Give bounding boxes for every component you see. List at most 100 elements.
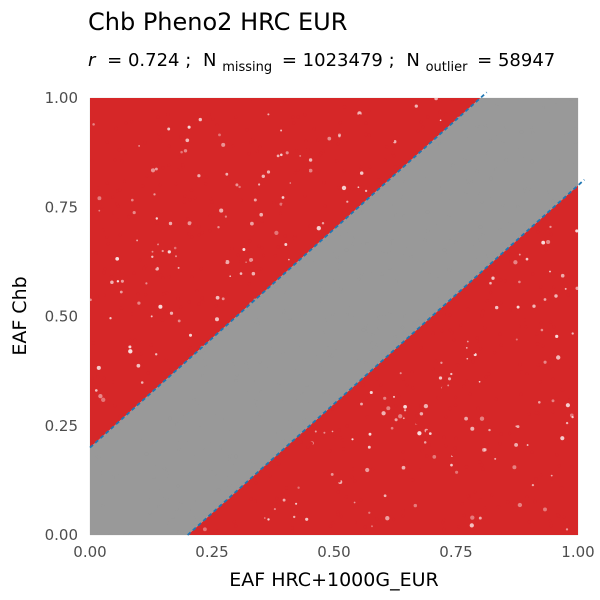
outlier-point — [391, 151, 395, 155]
non-outlier-point — [449, 236, 453, 240]
non-outlier-point — [358, 209, 362, 213]
outlier-point — [336, 186, 341, 190]
non-outlier-point — [478, 225, 483, 229]
non-outlier-point — [388, 338, 392, 342]
outlier-point — [519, 370, 524, 374]
non-outlier-point — [144, 452, 149, 456]
outlier-point — [431, 331, 435, 335]
outlier-point — [133, 338, 137, 342]
non-outlier-point — [575, 98, 578, 100]
outlier-gap — [128, 349, 133, 354]
outlier-point — [150, 190, 154, 194]
non-outlier-point — [127, 424, 131, 428]
non-outlier-point — [234, 454, 238, 459]
outlier-point — [118, 233, 122, 237]
outlier-point — [283, 99, 287, 103]
outlier-point — [444, 112, 448, 116]
outlier-gap — [157, 243, 159, 246]
non-outlier-point — [282, 310, 286, 314]
outlier-point — [376, 178, 380, 182]
x-axis-ticks: 0.00 0.25 0.50 0.75 1.00 — [73, 543, 594, 561]
non-outlier-point — [302, 389, 306, 394]
outlier-point — [468, 392, 472, 396]
outlier-point — [151, 303, 155, 307]
non-outlier-point — [149, 442, 153, 446]
outlier-point — [411, 386, 415, 390]
outlier-gap — [158, 304, 163, 309]
outlier-gap — [138, 145, 140, 147]
outlier-point — [336, 510, 340, 514]
outlier-point — [546, 362, 550, 366]
outlier-gap — [438, 376, 443, 380]
outlier-gap — [556, 355, 561, 360]
non-outlier-point — [388, 242, 392, 246]
non-outlier-point — [487, 194, 492, 198]
outlier-point — [415, 421, 419, 425]
outlier-gap — [109, 317, 112, 320]
outlier-point — [284, 189, 288, 193]
outlier-point — [555, 453, 559, 457]
outlier-point — [255, 149, 259, 153]
outlier-point — [444, 415, 448, 419]
non-outlier-point — [331, 279, 335, 283]
outlier-point — [345, 424, 349, 428]
outlier-gap — [381, 411, 386, 416]
outlier-point — [153, 265, 157, 269]
non-outlier-point — [165, 533, 169, 535]
non-outlier-point — [177, 447, 181, 451]
non-outlier-point — [286, 393, 290, 397]
non-outlier-point — [526, 199, 531, 203]
non-outlier-point — [255, 403, 259, 407]
non-outlier-point — [501, 139, 506, 143]
outlier-point — [119, 306, 124, 310]
outlier-gap — [575, 286, 578, 290]
non-outlier-point — [152, 462, 156, 466]
non-outlier-point — [167, 521, 171, 526]
non-outlier-point — [420, 259, 424, 263]
outlier-gap — [177, 319, 181, 323]
outlier-gap — [132, 211, 136, 215]
outlier-point — [426, 115, 430, 119]
outlier-gap — [440, 361, 443, 364]
outlier-point — [576, 527, 578, 531]
non-outlier-point — [98, 468, 102, 472]
outlier-point — [231, 316, 235, 320]
outlier-point — [305, 169, 310, 173]
non-outlier-point — [159, 438, 163, 442]
outlier-gap — [288, 258, 290, 261]
outlier-point — [123, 296, 128, 300]
outlier-point — [554, 397, 558, 401]
outlier-point — [188, 346, 192, 350]
non-outlier-point — [289, 426, 293, 431]
non-outlier-point — [165, 468, 169, 472]
outlier-point — [328, 524, 333, 528]
outlier-point — [161, 276, 165, 280]
outlier-point — [416, 129, 420, 133]
non-outlier-point — [529, 125, 534, 129]
outlier-gap — [92, 123, 95, 126]
outlier-gap — [197, 174, 201, 178]
outlier-point — [524, 325, 528, 329]
outlier-point — [105, 140, 109, 144]
outlier-point — [257, 244, 261, 248]
outlier-point — [162, 292, 166, 296]
outlier-point — [291, 115, 295, 119]
non-outlier-point — [311, 380, 315, 384]
outlier-point — [568, 398, 572, 402]
outlier-point — [169, 368, 173, 372]
outlier-point — [499, 301, 503, 305]
outlier-point — [539, 473, 543, 477]
non-outlier-point — [261, 454, 265, 458]
outlier-gap — [543, 298, 547, 301]
non-outlier-point — [425, 184, 429, 188]
non-outlier-point — [204, 473, 208, 477]
non-outlier-point — [384, 332, 388, 337]
non-outlier-point — [495, 102, 500, 106]
outlier-point — [358, 531, 362, 535]
non-outlier-point — [367, 206, 371, 210]
non-outlier-point — [186, 438, 190, 442]
outlier-point — [145, 174, 149, 178]
outlier-point — [234, 115, 238, 119]
outlier-point — [498, 332, 502, 336]
non-outlier-point — [139, 439, 143, 443]
